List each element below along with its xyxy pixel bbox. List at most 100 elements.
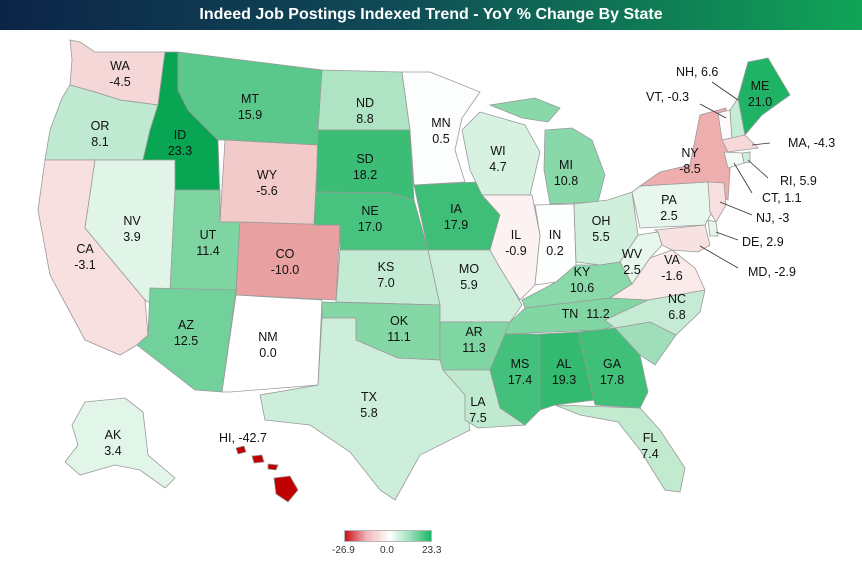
svg-text:5.8: 5.8	[360, 406, 377, 420]
svg-text:NM: NM	[258, 330, 277, 344]
leader-ri	[747, 159, 769, 179]
svg-text:5.9: 5.9	[460, 278, 477, 292]
svg-text:-3.1: -3.1	[74, 258, 96, 272]
svg-text:IL: IL	[511, 228, 521, 242]
svg-text:MN: MN	[431, 116, 450, 130]
state-tx[interactable]	[259, 317, 471, 501]
state-al[interactable]	[539, 331, 596, 411]
callout-nj: NJ, -3	[756, 211, 789, 225]
state-mi[interactable]	[543, 127, 606, 205]
state-ak[interactable]	[64, 397, 176, 489]
label-wv: WV 2.5	[622, 247, 643, 277]
svg-text:8.1: 8.1	[91, 135, 108, 149]
state-co[interactable]	[235, 221, 341, 301]
state-ma[interactable]	[721, 134, 759, 153]
svg-text:15.9: 15.9	[238, 108, 262, 122]
callout-nh: NH, 6.6	[676, 65, 718, 79]
label-oh: OH 5.5	[592, 214, 611, 244]
svg-text:17.9: 17.9	[444, 218, 468, 232]
svg-text:11.2: 11.2	[586, 307, 609, 321]
label-ks: KS 7.0	[377, 260, 394, 290]
label-nc: NC 6.8	[668, 292, 686, 322]
state-wy[interactable]	[219, 139, 319, 226]
svg-text:3.9: 3.9	[123, 230, 140, 244]
label-me: ME 21.0	[748, 79, 772, 109]
label-ok: OK 11.1	[387, 314, 410, 344]
label-tx: TX 5.8	[360, 390, 377, 420]
svg-text:11.1: 11.1	[387, 330, 410, 344]
callout-ri: RI, 5.9	[780, 174, 817, 188]
state-hi[interactable]	[235, 445, 299, 503]
callout-ct: CT, 1.1	[762, 191, 802, 205]
state-de[interactable]	[707, 219, 719, 237]
svg-text:IA: IA	[450, 202, 462, 216]
label-nv: NV 3.9	[123, 214, 141, 244]
callout-hi: HI, -42.7	[219, 431, 267, 445]
svg-text:23.3: 23.3	[168, 144, 192, 158]
legend-max-label: 23.3	[422, 545, 442, 556]
svg-text:10.6: 10.6	[570, 281, 594, 295]
label-sd: SD 18.2	[353, 152, 377, 182]
svg-text:0.2: 0.2	[546, 244, 563, 258]
label-ny: NY -8.5	[679, 146, 701, 176]
legend-min-label: -26.9	[332, 545, 355, 556]
label-ky: KY 10.6	[570, 265, 594, 295]
leader-de	[715, 231, 739, 241]
label-wi: WI 4.7	[489, 144, 506, 174]
svg-text:ME: ME	[751, 79, 770, 93]
state-md[interactable]	[653, 224, 711, 253]
svg-text:-10.0: -10.0	[271, 263, 300, 277]
svg-text:7.4: 7.4	[641, 447, 658, 461]
state-fl[interactable]	[554, 404, 686, 493]
svg-text:ND: ND	[356, 96, 374, 110]
svg-text:21.0: 21.0	[748, 95, 772, 109]
state-nj[interactable]	[707, 181, 727, 223]
leader-nj	[719, 201, 753, 216]
label-al: AL 19.3	[552, 357, 576, 387]
svg-text:17.0: 17.0	[358, 220, 382, 234]
svg-text:SD: SD	[356, 152, 373, 166]
label-mi: MI 10.8	[554, 158, 578, 188]
svg-text:10.8: 10.8	[554, 174, 578, 188]
leader-md	[699, 245, 739, 269]
label-or: OR 8.1	[91, 119, 110, 149]
svg-text:KY: KY	[574, 265, 591, 279]
svg-text:GA: GA	[603, 357, 622, 371]
callout-ma: MA, -4.3	[788, 136, 835, 150]
svg-text:19.3: 19.3	[552, 373, 576, 387]
label-va: VA -1.6	[661, 253, 683, 283]
svg-text:-8.5: -8.5	[679, 162, 701, 176]
label-ca: CA -3.1	[74, 242, 96, 272]
leader-vt	[699, 103, 727, 119]
svg-text:AK: AK	[105, 428, 122, 442]
label-mt: MT 15.9	[238, 92, 262, 122]
label-ga: GA 17.8	[600, 357, 624, 387]
state-ct[interactable]	[723, 151, 745, 169]
state-il[interactable]	[481, 194, 541, 301]
label-ia: IA 17.9	[444, 202, 468, 232]
svg-text:8.8: 8.8	[356, 112, 373, 126]
svg-text:17.8: 17.8	[600, 373, 624, 387]
svg-text:WV: WV	[622, 247, 643, 261]
svg-text:PA: PA	[661, 193, 677, 207]
state-nm[interactable]	[221, 294, 323, 393]
svg-text:WY: WY	[257, 168, 278, 182]
svg-text:2.5: 2.5	[623, 263, 640, 277]
label-ms: MS 17.4	[508, 357, 532, 387]
svg-text:11.4: 11.4	[196, 244, 219, 258]
svg-text:17.4: 17.4	[508, 373, 532, 387]
label-ut: UT 11.4	[196, 228, 219, 258]
svg-text:MO: MO	[459, 262, 479, 276]
callout-de: DE, 2.9	[742, 235, 784, 249]
svg-text:UT: UT	[200, 228, 217, 242]
state-mn[interactable]	[401, 71, 481, 186]
svg-text:MT: MT	[241, 92, 259, 106]
map-title: Indeed Job Postings Indexed Trend - YoY …	[0, 0, 862, 30]
svg-text:7.0: 7.0	[377, 276, 394, 290]
label-wa: WA -4.5	[109, 59, 131, 89]
svg-text:OK: OK	[390, 314, 409, 328]
label-pa: PA 2.5	[660, 193, 677, 223]
label-fl: FL 7.4	[641, 431, 658, 461]
svg-text:18.2: 18.2	[353, 168, 377, 182]
